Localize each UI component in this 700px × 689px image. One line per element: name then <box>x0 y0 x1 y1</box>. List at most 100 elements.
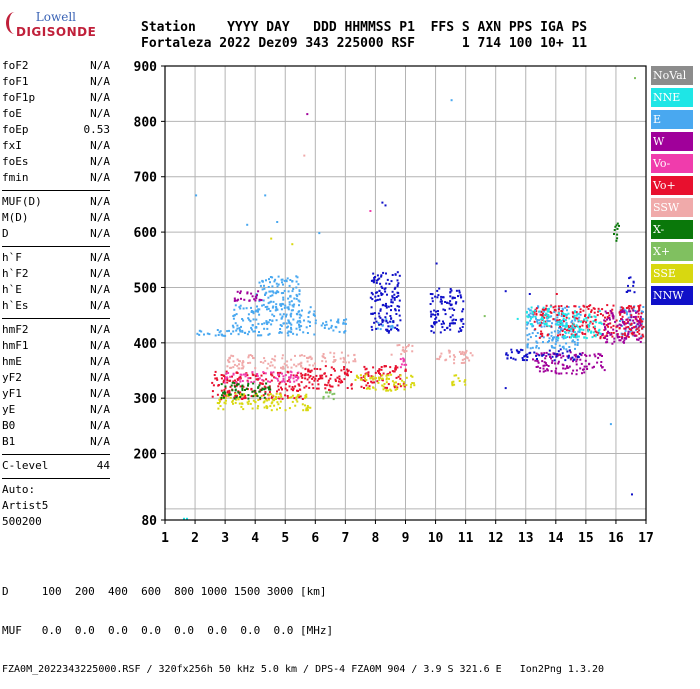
echo-point <box>588 305 591 308</box>
echo-point <box>550 357 552 360</box>
echo-point <box>315 374 318 377</box>
echo-point <box>216 378 219 381</box>
echo-point <box>261 379 264 381</box>
echo-point <box>616 227 619 230</box>
echo-point <box>587 316 590 319</box>
echo-point <box>563 334 566 337</box>
echo-point <box>248 299 251 302</box>
echo-point <box>222 379 225 382</box>
echo-point <box>261 387 264 390</box>
param-separator <box>2 478 110 479</box>
echo-point <box>552 318 555 321</box>
echo-point <box>465 356 468 359</box>
echo-point <box>504 290 507 293</box>
echo-point <box>638 325 641 328</box>
echo-point <box>573 341 576 343</box>
echo-point <box>553 336 555 339</box>
echo-point <box>380 275 383 278</box>
echo-point <box>389 315 392 317</box>
echo-point <box>364 377 366 380</box>
echo-point <box>261 288 264 291</box>
echo-point <box>303 397 306 400</box>
echo-point <box>337 320 340 322</box>
echo-point <box>625 322 627 325</box>
legend-entry-sse: SSE <box>651 264 693 283</box>
echo-point <box>393 381 396 384</box>
echo-point <box>550 311 553 314</box>
echo-point <box>227 372 230 374</box>
echo-point <box>254 330 256 333</box>
echo-point <box>288 303 291 306</box>
echo-point <box>219 330 222 333</box>
param-row: yF2 N/A <box>2 370 110 386</box>
param-name: MUF(D) <box>2 195 42 208</box>
echo-point <box>536 341 539 344</box>
echo-point <box>394 388 397 391</box>
echo-point <box>525 327 528 330</box>
echo-point <box>580 320 582 323</box>
param-row: yF1 N/A <box>2 386 110 402</box>
echo-point <box>299 395 302 398</box>
echo-point <box>552 346 555 349</box>
echo-point <box>263 396 266 399</box>
echo-point <box>324 383 327 386</box>
echo-point <box>240 325 242 328</box>
echo-point <box>457 295 459 298</box>
echo-point <box>568 346 571 348</box>
echo-point <box>321 374 324 377</box>
echo-point <box>541 308 544 311</box>
echo-point <box>272 300 275 303</box>
echo-point <box>275 306 278 308</box>
echo-point <box>224 387 227 390</box>
echo-point <box>242 319 245 322</box>
echo-point <box>217 384 220 387</box>
echo-point <box>298 328 301 331</box>
param-row: foF1 N/A <box>2 74 110 90</box>
echo-point <box>282 365 285 368</box>
echo-point <box>532 358 534 361</box>
echo-point <box>386 293 388 296</box>
echo-point <box>449 300 452 303</box>
echo-point <box>228 329 230 332</box>
echo-point <box>613 229 616 231</box>
echo-point <box>280 292 283 295</box>
echo-point <box>381 304 384 307</box>
echo-point <box>230 366 233 369</box>
echo-point <box>269 310 272 312</box>
echo-point <box>547 353 550 356</box>
echo-point <box>391 290 394 293</box>
echo-point <box>459 327 462 330</box>
echo-point <box>282 283 284 286</box>
echo-point <box>382 271 385 274</box>
echo-point <box>615 330 618 332</box>
echo-point <box>580 328 583 331</box>
echo-point <box>504 387 507 390</box>
echo-point <box>343 366 346 368</box>
echo-point <box>544 357 547 360</box>
echo-point <box>572 336 575 338</box>
echo-point <box>271 294 274 297</box>
echo-point <box>616 333 619 336</box>
echo-point <box>342 361 345 363</box>
echo-point <box>273 404 276 407</box>
echo-point <box>405 384 408 387</box>
param-name: foF1p <box>2 91 36 104</box>
echo-point <box>585 337 588 340</box>
echo-point <box>374 377 377 380</box>
param-name: foF1 <box>2 75 29 88</box>
echo-point <box>574 311 577 314</box>
echo-point <box>289 295 292 298</box>
echo-point <box>568 365 571 368</box>
echo-point <box>578 329 581 332</box>
echo-point <box>440 352 443 355</box>
echo-point <box>291 400 294 403</box>
echo-point <box>566 305 568 308</box>
echo-point <box>460 329 463 332</box>
param-value: N/A <box>90 283 110 296</box>
echo-point <box>602 336 605 339</box>
echo-point <box>542 318 544 321</box>
echo-point <box>612 304 615 307</box>
echo-point <box>589 320 592 323</box>
x-tick-label: 16 <box>608 531 624 546</box>
echo-point <box>380 323 383 326</box>
